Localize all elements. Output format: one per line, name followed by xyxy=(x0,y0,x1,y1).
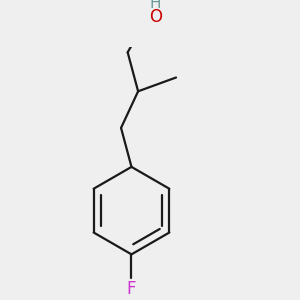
Text: F: F xyxy=(127,280,136,298)
Text: H: H xyxy=(149,0,161,11)
Text: O: O xyxy=(149,8,163,26)
